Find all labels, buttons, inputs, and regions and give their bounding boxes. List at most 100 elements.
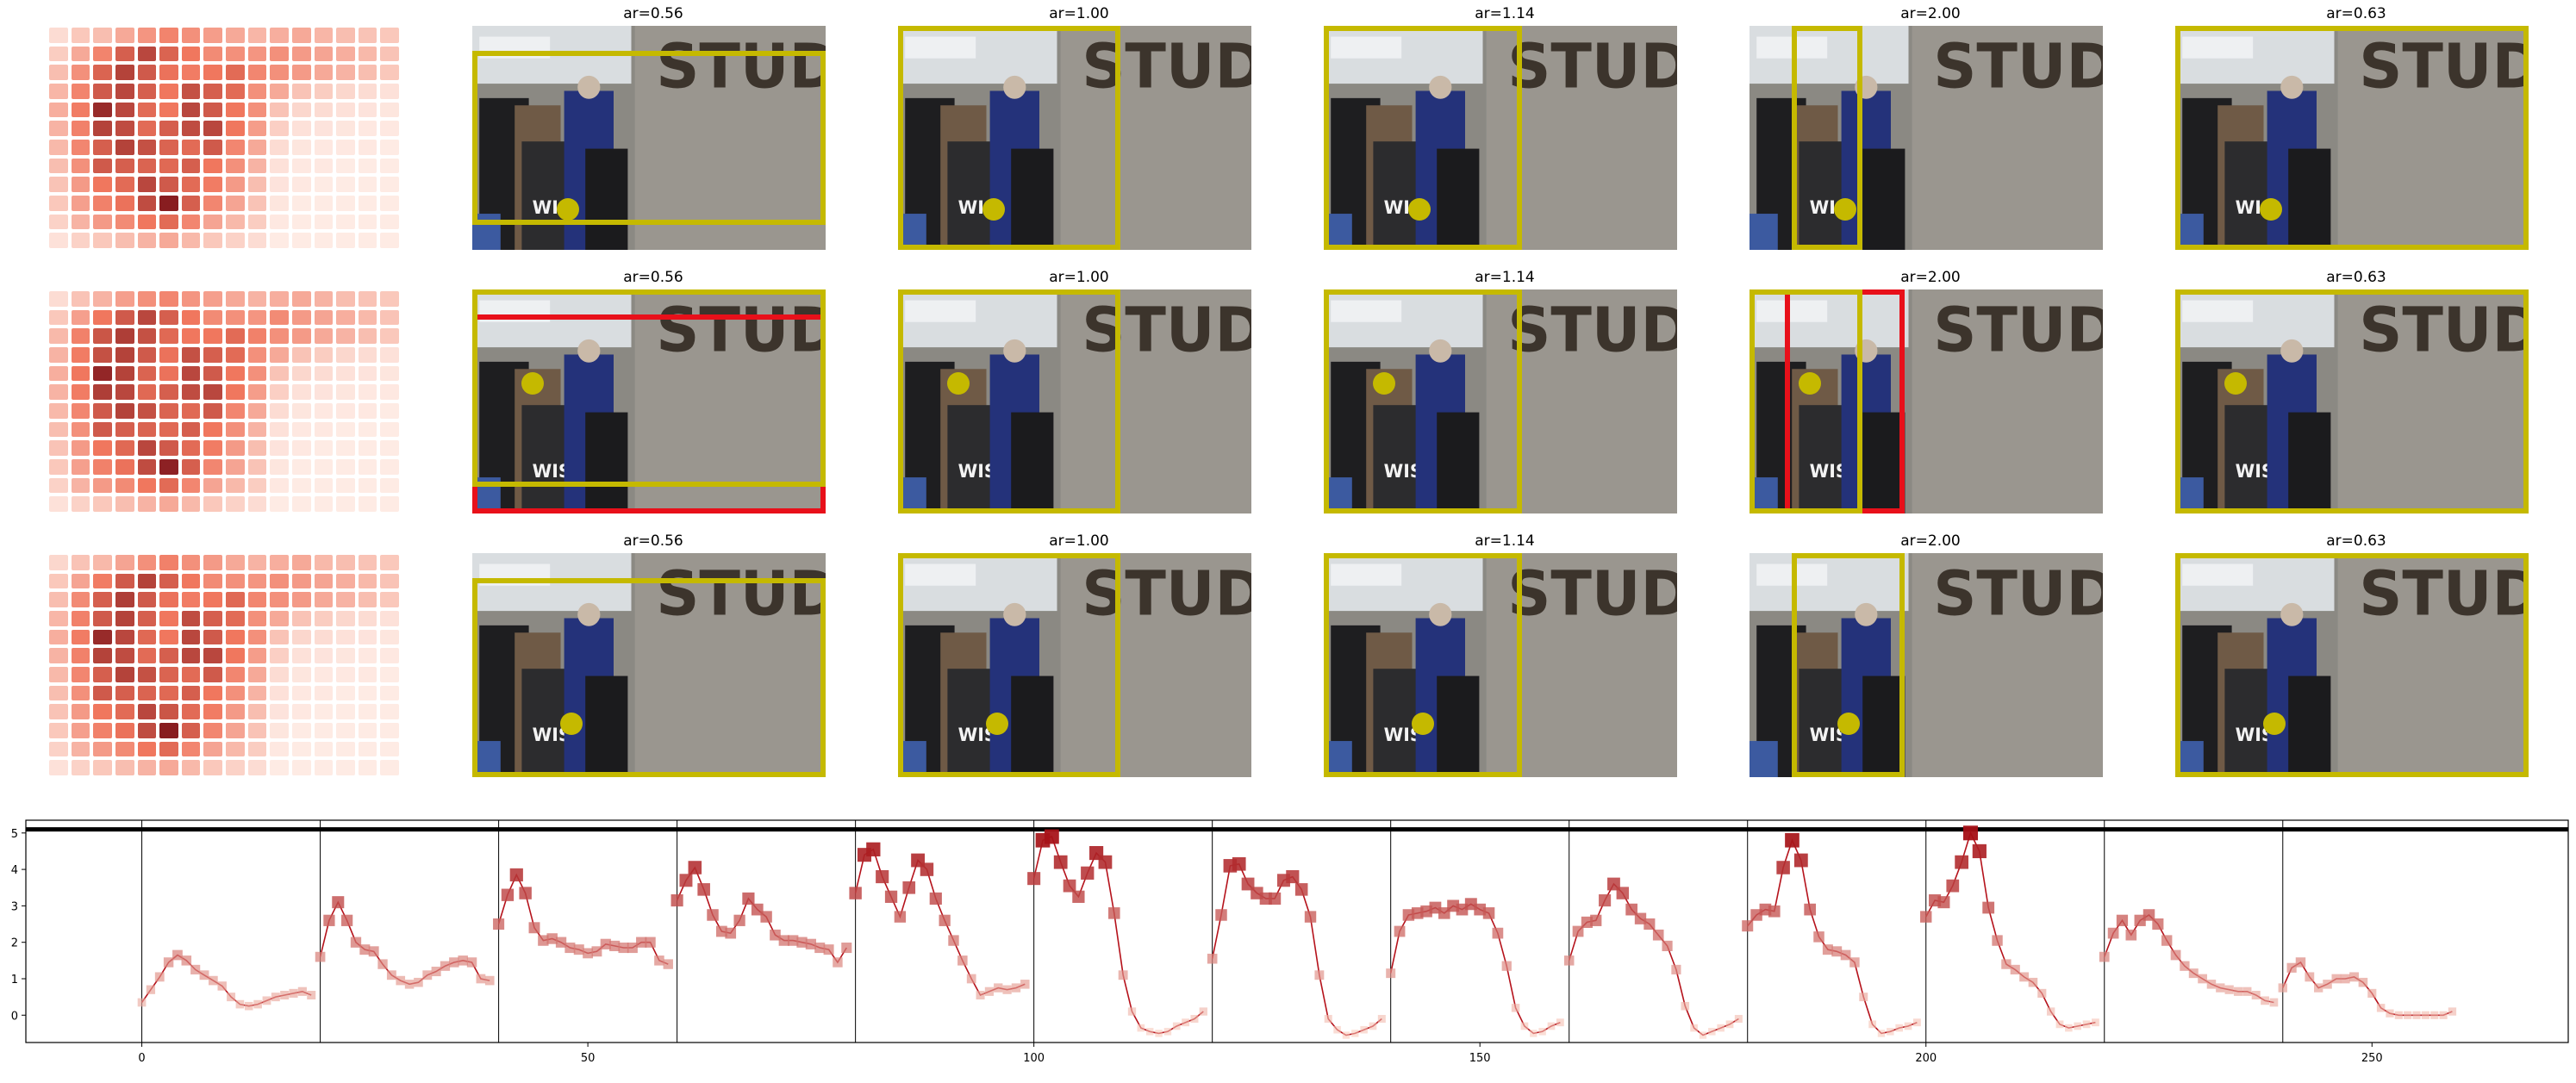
heatmap-cell — [336, 177, 355, 192]
heatmap-cell — [71, 704, 90, 719]
heatmap-cell — [336, 291, 355, 307]
data-point — [1937, 896, 1950, 909]
heatmap-cell — [270, 592, 289, 607]
heatmap-cell — [270, 723, 289, 738]
heatmap-cell — [247, 65, 267, 80]
data-point — [2251, 990, 2261, 1000]
heatmap-cell — [291, 648, 311, 663]
heatmap-cell — [336, 592, 355, 607]
data-point — [2152, 918, 2164, 931]
heatmap-cell — [270, 741, 289, 757]
aspect-ratio-title: ar=0.56 — [623, 269, 683, 286]
heatmap-cell — [49, 84, 68, 99]
heatmap-cell — [93, 611, 112, 626]
heatmap-cell — [336, 555, 355, 570]
heatmap-cell — [71, 648, 90, 663]
data-point — [2037, 988, 2047, 998]
data-point — [2001, 959, 2012, 969]
heatmap-cell — [115, 611, 134, 626]
heatmap-cell — [380, 28, 399, 43]
heatmap-cell — [358, 309, 377, 326]
heatmap-cell — [115, 328, 134, 344]
heatmap-cell — [159, 477, 178, 494]
data-point — [1215, 909, 1227, 921]
heatmap-cell — [291, 384, 311, 400]
heatmap-cell — [270, 496, 289, 512]
heatmap-cell — [270, 65, 289, 80]
heatmap-cell — [203, 121, 222, 136]
heatmap-cell — [93, 158, 112, 174]
heatmap-cell — [181, 685, 201, 701]
heatmap-cell — [336, 158, 355, 174]
svg-text:STUDIO: STUDIO — [1082, 31, 1251, 103]
heatmap-cell — [115, 214, 134, 230]
data-point — [1377, 1014, 1386, 1024]
heatmap-cell — [137, 365, 157, 382]
heatmap-cell — [226, 291, 245, 307]
data-point — [2305, 972, 2315, 982]
heatmap-cell — [203, 177, 222, 192]
heatmap-cell — [380, 328, 399, 344]
heatmap-cell — [358, 365, 377, 382]
heatmap-cell — [115, 65, 134, 80]
data-point — [902, 881, 916, 894]
data-point — [1590, 914, 1602, 926]
heatmap-cell — [115, 384, 134, 400]
heatmap-cell — [314, 233, 334, 248]
heatmap-cell — [49, 140, 68, 155]
heatmap-cell — [226, 760, 245, 775]
heatmap-cell — [291, 233, 311, 248]
heatmap-cell — [71, 196, 90, 211]
heatmap-cell — [181, 28, 201, 43]
heatmap-cell — [291, 84, 311, 99]
data-point — [1394, 925, 1406, 937]
focus-point-marker — [946, 372, 970, 395]
data-point — [600, 938, 611, 949]
data-point — [2216, 983, 2225, 993]
data-point — [1474, 903, 1487, 916]
heatmap-cell — [71, 65, 90, 80]
heatmap-cell — [270, 629, 289, 645]
heatmap-cell — [181, 328, 201, 344]
heatmap-cell — [137, 459, 157, 475]
data-point — [876, 869, 889, 884]
data-point — [431, 966, 441, 977]
heatmap-cell — [270, 611, 289, 626]
heatmap-cell — [314, 477, 334, 494]
data-point — [742, 892, 755, 906]
heatmap-cell — [226, 214, 245, 230]
heatmap-cell — [93, 65, 112, 80]
heatmap-cell — [71, 46, 90, 62]
heatmap-cell — [181, 459, 201, 475]
data-point — [1813, 931, 1824, 943]
data-point — [199, 970, 209, 980]
data-point — [1044, 829, 1059, 844]
heatmap-cell — [181, 309, 201, 326]
heatmap-cell — [93, 102, 112, 118]
heatmap-cell — [137, 555, 157, 570]
data-point — [1108, 907, 1120, 919]
focus-point-marker — [1833, 198, 1856, 221]
data-point — [679, 874, 693, 887]
data-point — [770, 929, 781, 941]
heatmap-cell — [159, 555, 178, 570]
heatmap-cell — [115, 177, 134, 192]
aspect-ratio-title: ar=1.14 — [1475, 532, 1535, 550]
data-point — [2430, 1011, 2439, 1019]
crop-box — [1324, 553, 1522, 777]
crop-thumbnail: STUDIOWISE — [2175, 289, 2529, 513]
heatmap-cell — [49, 309, 68, 326]
heatmap-cell — [137, 477, 157, 494]
heatmap-cell — [159, 84, 178, 99]
svg-text:STUDIO: STUDIO — [656, 31, 826, 103]
heatmap-cell — [203, 403, 222, 419]
data-point — [1768, 905, 1781, 918]
heatmap-cell — [71, 365, 90, 382]
heatmap-cell — [203, 629, 222, 645]
heatmap-cell — [270, 440, 289, 456]
data-point — [2198, 974, 2207, 984]
heatmap-cell — [358, 741, 377, 757]
heatmap-cell — [181, 233, 201, 248]
heatmap-cell — [270, 46, 289, 62]
heatmap-cell — [336, 233, 355, 248]
